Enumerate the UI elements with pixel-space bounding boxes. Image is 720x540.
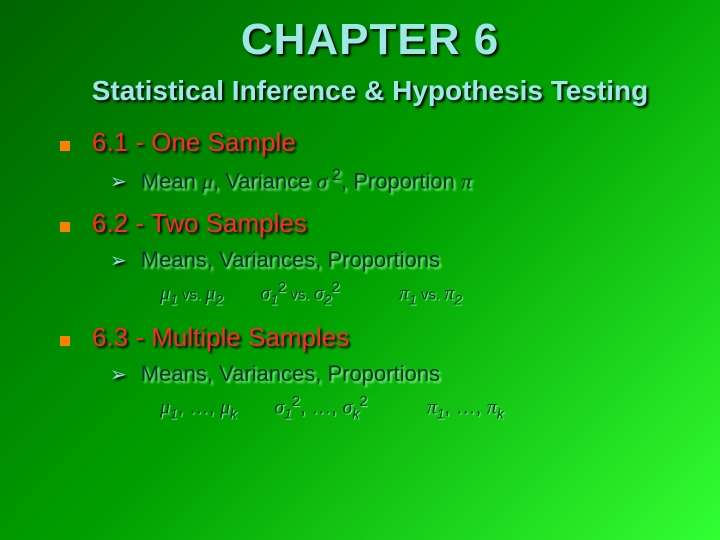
section-6-3-header: 6.3 - Multiple Samples [60,322,680,353]
arrow-icon: ➢ [110,169,127,194]
label-proportion: , Proportion [341,168,461,193]
section-6-1-header: 6.1 - One Sample [60,127,680,158]
bullet-icon [60,141,70,151]
section-6-2-subline: ➢ Means, Variances, Proportions [110,247,680,273]
chapter-title: CHAPTER 6 [60,15,680,65]
vs-label: vs. [417,287,445,304]
section-6-1: 6.1 - One Sample ➢ Mean μ, Variance σ 2,… [60,127,680,194]
section-6-3-subline: ➢ Means, Variances, Proportions [110,361,680,387]
section-6-3-text: Means, Variances, Proportions [141,361,440,387]
label-variance: , Variance [213,168,317,193]
section-6-2-title: 6.2 - Two Samples [92,208,307,239]
section-6-1-title: 6.1 - One Sample [92,127,296,158]
section-6-1-text: Mean μ, Variance σ 2, Proportion π [141,166,472,194]
dots-label: , …, [445,397,487,419]
label-mean: Mean [141,168,202,193]
bullet-icon [60,336,70,346]
section-6-3-title: 6.3 - Multiple Samples [92,322,349,353]
arrow-icon: ➢ [110,362,127,387]
section-6-2-formula: μ1 vs. μ2 σ12 vs. σ22 π1 vs. π2 [160,279,680,308]
section-6-3: 6.3 - Multiple Samples ➢ Means, Variance… [60,322,680,422]
subtitle: Statistical Inference & Hypothesis Testi… [60,75,680,107]
section-6-2-text: Means, Variances, Proportions [141,247,440,273]
slide: CHAPTER 6 Statistical Inference & Hypoth… [0,0,720,540]
dots-label: , …, [300,397,342,419]
vs-label: vs. [286,287,314,304]
section-6-1-subline: ➢ Mean μ, Variance σ 2, Proportion π [110,166,680,194]
bullet-icon [60,222,70,232]
vs-label: vs. [178,287,206,304]
dots-label: , …, [178,397,220,419]
arrow-icon: ➢ [110,248,127,273]
section-6-2: 6.2 - Two Samples ➢ Means, Variances, Pr… [60,208,680,308]
section-6-3-formula: μ1, …, μk σ12, …, σk2 π1, …, πk [160,393,680,422]
section-6-2-header: 6.2 - Two Samples [60,208,680,239]
